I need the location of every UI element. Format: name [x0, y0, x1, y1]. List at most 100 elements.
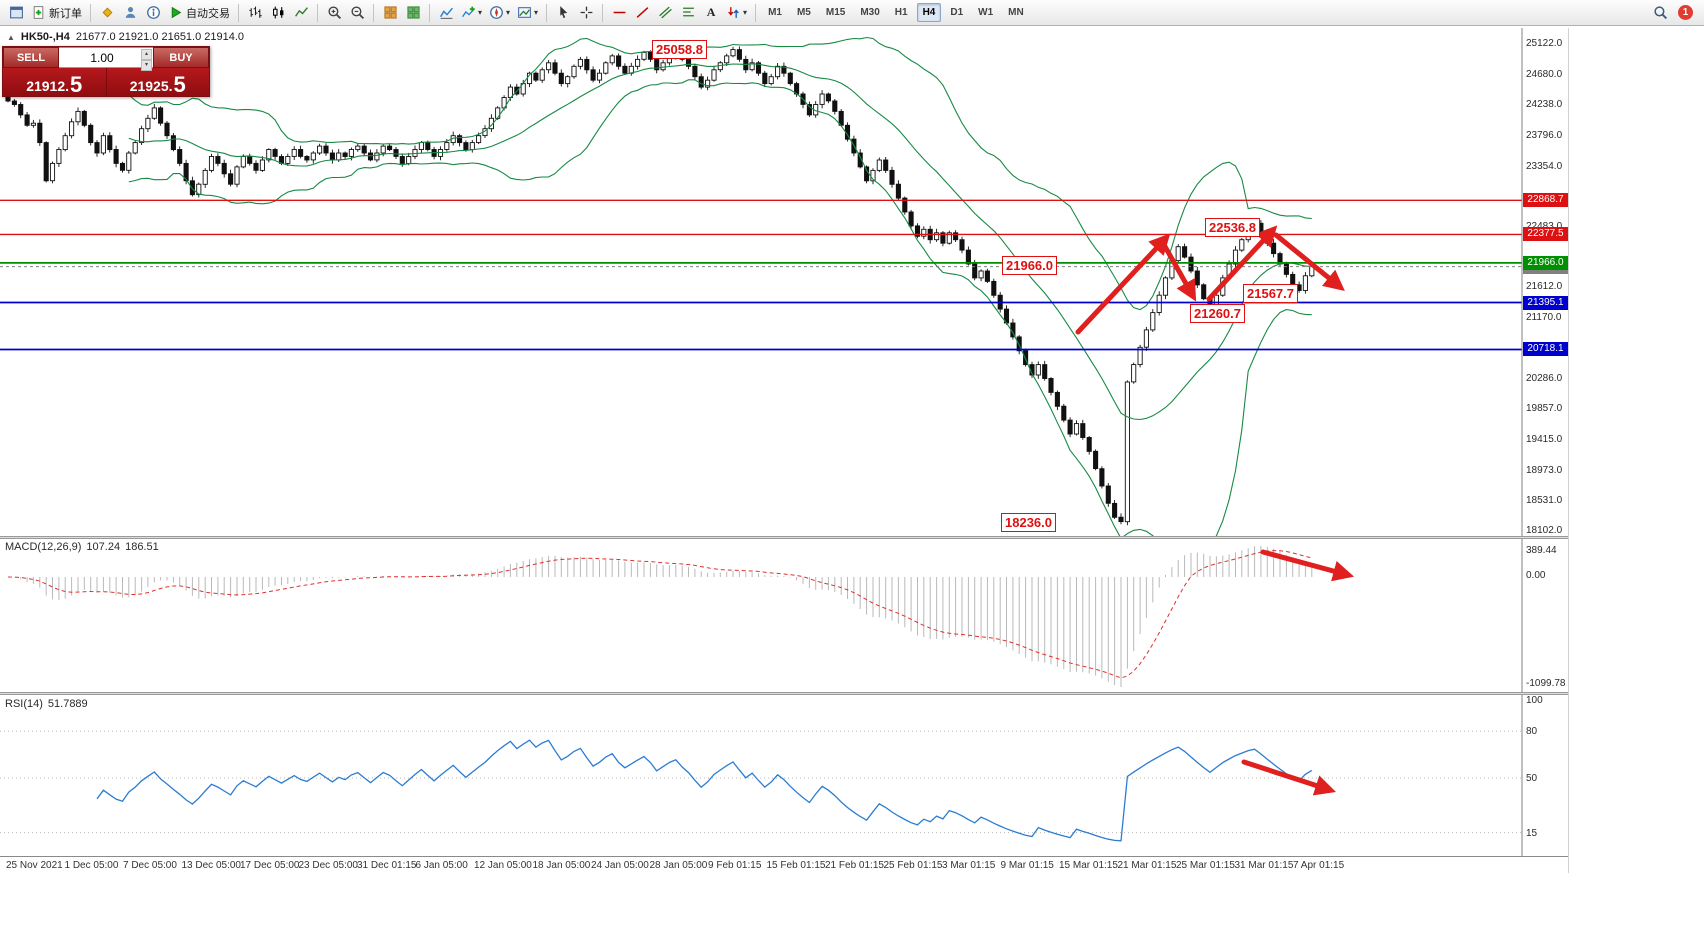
- time-axis-label: 31 Mar 01:15: [1234, 860, 1294, 871]
- add-indicator-button[interactable]: ▾: [458, 2, 485, 23]
- macd-scale-min: -1099.78: [1526, 678, 1566, 689]
- volume-decrease-button[interactable]: ▾: [141, 60, 152, 71]
- crosshair-tool-icon[interactable]: [575, 2, 597, 23]
- timeframe-m5-button[interactable]: M5: [796, 7, 811, 18]
- timeframe-d1-button[interactable]: D1: [950, 7, 964, 18]
- price-annotation[interactable]: 21966.0: [1002, 256, 1057, 275]
- time-axis-label: 23 Dec 05:00: [298, 860, 359, 871]
- bid-price[interactable]: 21912. 5: [26, 72, 83, 97]
- trendline-tool-icon[interactable]: [631, 2, 653, 23]
- timeframe-m15-button[interactable]: M15: [825, 7, 846, 18]
- rsi-panel-splitter[interactable]: [0, 692, 1568, 695]
- time-axis-label: 24 Jan 05:00: [591, 860, 649, 871]
- info-icon[interactable]: [142, 2, 164, 23]
- new-order-button[interactable]: 新订单: [28, 2, 85, 23]
- volume-field: ▴ ▾: [59, 47, 153, 71]
- template-button[interactable]: ▾: [514, 2, 541, 23]
- timeframe-h4-button[interactable]: H4: [916, 3, 942, 22]
- price-annotation[interactable]: 18236.0: [1001, 513, 1056, 532]
- price-axis-label: 25122.0: [1526, 37, 1563, 49]
- rsi-scale-label: 50: [1526, 773, 1538, 784]
- indicators-icon[interactable]: [435, 2, 457, 23]
- one-click-trading-panel: SELL ▴ ▾ BUY 21912.5 21925.5: [2, 46, 210, 97]
- toolbar-separator: [602, 3, 604, 22]
- price-axis-label: 21612.0: [1526, 281, 1563, 293]
- main-chart-plot[interactable]: [0, 28, 1568, 536]
- rsi-scale-label: 15: [1526, 827, 1538, 839]
- macd-panel[interactable]: [0, 539, 1568, 692]
- one-click-collapse-icon[interactable]: ▲: [7, 32, 15, 42]
- community-icon[interactable]: [119, 2, 141, 23]
- time-axis-label: 7 Apr 01:15: [1293, 860, 1345, 871]
- time-axis-label: 17 Dec 05:00: [240, 860, 300, 871]
- zoom-in-icon[interactable]: [323, 2, 345, 23]
- price-tag: 22377.5: [1523, 227, 1568, 242]
- price-axis-label: 18102.0: [1526, 524, 1563, 536]
- time-axis-label: 6 Jan 05:00: [415, 860, 468, 871]
- rsi-scale-label: 80: [1526, 726, 1538, 738]
- time-axis-label: 31 Dec 01:15: [357, 860, 417, 871]
- macd-scale-zero: 0.00: [1526, 570, 1546, 581]
- cursor-tool-icon[interactable]: [552, 2, 574, 23]
- horizontal-line-tool-icon[interactable]: [608, 2, 630, 23]
- timeframe-m30-button[interactable]: M30: [860, 7, 880, 18]
- chart-window-right-edge: [1568, 28, 1569, 873]
- arrows-tool-button[interactable]: ▾: [723, 2, 750, 23]
- time-axis-label: 7 Dec 05:00: [123, 860, 177, 871]
- price-axis-label: 21170.0: [1526, 312, 1562, 324]
- toolbar-separator: [238, 3, 239, 22]
- candlestick-chart-icon[interactable]: [267, 2, 289, 23]
- price-axis-label: 24680.0: [1526, 68, 1563, 80]
- price-axis-label: 18973.0: [1526, 464, 1563, 476]
- price-annotation[interactable]: 22536.8: [1205, 218, 1260, 237]
- chart-title: ▲ HK50-,H4 21677.0 21921.0 21651.0 21914…: [7, 31, 244, 43]
- timeframe-mn-button[interactable]: MN: [1008, 7, 1024, 18]
- rsi-panel[interactable]: [0, 695, 1568, 856]
- fibonacci-tool-icon[interactable]: [677, 2, 699, 23]
- price-tag: 21966.0: [1523, 255, 1568, 270]
- zoom-out-icon[interactable]: [346, 2, 368, 23]
- toolbar-separator: [90, 3, 91, 22]
- timeframe-w1-button[interactable]: W1: [978, 7, 994, 18]
- macd-label: MACD(12,26,9) 107.24 186.51: [5, 541, 159, 553]
- time-axis-label: 25 Mar 01:15: [1176, 860, 1235, 871]
- timeframe-h1-button[interactable]: H1: [894, 7, 908, 18]
- new-chart-icon[interactable]: [402, 2, 424, 23]
- time-axis-label: 21 Feb 01:15: [825, 860, 884, 871]
- price-axis-label: 20286.0: [1526, 373, 1563, 385]
- volume-input[interactable]: [59, 48, 153, 67]
- macd-panel-splitter[interactable]: [0, 536, 1568, 539]
- price-annotation[interactable]: 21260.7: [1190, 304, 1245, 323]
- price-tag: 21395.1: [1523, 295, 1568, 310]
- channel-tool-icon[interactable]: [654, 2, 676, 23]
- timeframe-m1-button[interactable]: M1: [768, 7, 782, 18]
- bar-chart-icon[interactable]: [244, 2, 266, 23]
- volume-increase-button[interactable]: ▴: [141, 49, 152, 60]
- time-axis-label: 21 Mar 01:15: [1117, 860, 1177, 871]
- price-annotation[interactable]: 25058.8: [652, 40, 707, 59]
- price-axis-label: 19415.0: [1526, 433, 1563, 445]
- chart-window-icon[interactable]: [5, 2, 27, 23]
- time-axis-label: 9 Mar 01:15: [1000, 860, 1054, 871]
- time-axis-label: 13 Dec 05:00: [181, 860, 242, 871]
- notification-badge[interactable]: 1: [1678, 5, 1693, 20]
- rsi-label: RSI(14) 51.7889: [5, 698, 88, 710]
- price-annotation[interactable]: 21567.7: [1243, 284, 1298, 303]
- price-axis-label: 22483.0: [1526, 221, 1562, 232]
- time-axis-label: 3 Mar 01:15: [942, 860, 996, 871]
- search-icon[interactable]: [1649, 2, 1671, 23]
- time-axis-label: 15 Mar 01:15: [1059, 860, 1118, 871]
- text-tool-button[interactable]: A: [706, 5, 716, 19]
- sell-button[interactable]: SELL: [3, 47, 59, 68]
- tile-windows-icon[interactable]: [379, 2, 401, 23]
- ask-price[interactable]: 21925. 5: [105, 68, 210, 96]
- navigator-icon[interactable]: ▾: [486, 2, 513, 23]
- autotrading-button[interactable]: 自动交易: [165, 2, 233, 23]
- toolbar-separator: [546, 3, 548, 22]
- quotes-icon[interactable]: [96, 2, 118, 23]
- toolbar: 新订单 自动交易 ▾ ▾ ▾ A ▾ M1 M5 M15 M30 H1 H4 D1 W1 MN 1: [0, 0, 1704, 26]
- toolbar-separator: [429, 3, 430, 22]
- price-axis-label: 23354.0: [1526, 160, 1563, 172]
- buy-button[interactable]: BUY: [153, 47, 209, 68]
- line-chart-icon[interactable]: [290, 2, 312, 23]
